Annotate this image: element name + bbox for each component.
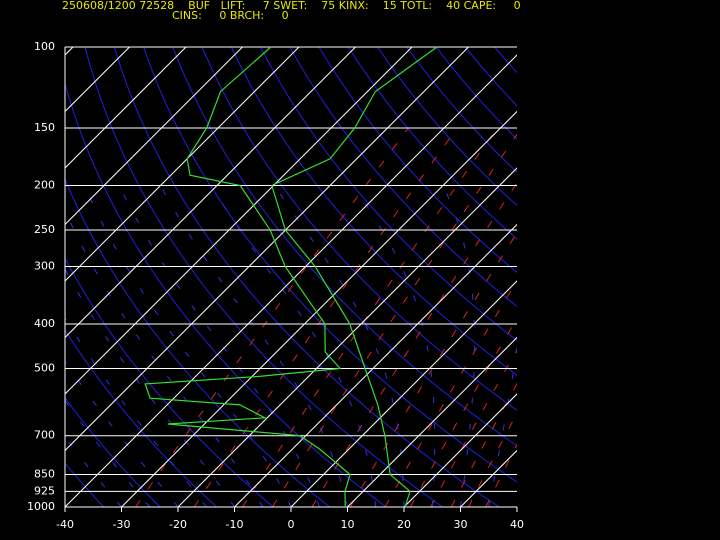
isotherm	[347, 336, 517, 507]
x-tick-label: 0	[288, 518, 295, 531]
isotherm	[65, 54, 517, 507]
y-tick-label: 300	[34, 259, 55, 272]
dry-adiabat	[65, 329, 218, 507]
y-tick-label: 925	[34, 484, 55, 497]
x-tick-label: 40	[510, 518, 524, 531]
y-tick-label: 1000	[27, 500, 55, 513]
isotherm	[65, 47, 243, 226]
moist-adiabat	[65, 267, 235, 507]
moist-adiabat	[273, 185, 405, 507]
dry-adiabat	[582, 47, 720, 507]
moist-adiabat	[65, 436, 122, 507]
moist-adiabat	[84, 185, 292, 507]
isotherm	[65, 47, 187, 169]
isotherm	[460, 449, 517, 507]
dry-adiabat	[65, 82, 387, 507]
isotherm	[65, 47, 356, 339]
isotherm	[65, 47, 413, 395]
mixing-ratio-line	[271, 133, 517, 507]
sounding-trace	[144, 46, 351, 508]
mixing-ratio-line	[349, 231, 517, 507]
isotherm	[234, 223, 517, 507]
y-tick-label: 100	[34, 40, 55, 53]
x-tick-label: 20	[397, 518, 411, 531]
y-tick-label: 250	[34, 223, 55, 236]
y-tick-label: 850	[34, 468, 55, 481]
dry-adiabat	[230, 47, 517, 376]
isotherm	[403, 393, 517, 507]
dry-adiabat	[377, 47, 517, 207]
y-tick-label: 200	[34, 178, 55, 191]
y-tick-label: 500	[34, 362, 55, 375]
mixing-ratio-line	[311, 182, 517, 507]
dry-adiabat	[289, 47, 517, 308]
dry-adiabat	[65, 396, 161, 507]
moist-adiabat	[160, 185, 348, 507]
isotherm	[121, 110, 517, 507]
background-lines	[0, 47, 720, 507]
y-tick-label: 400	[34, 317, 55, 330]
isotherm	[516, 506, 517, 507]
sounding-trace	[271, 46, 438, 508]
dry-adiabat	[260, 47, 517, 342]
isotherm	[177, 167, 517, 507]
dry-adiabat	[524, 47, 720, 507]
moist-adiabat	[65, 399, 151, 507]
dry-adiabat	[494, 47, 517, 74]
moist-adiabat	[65, 360, 179, 507]
x-tick-label: -40	[56, 518, 74, 531]
x-tick-label: 30	[454, 518, 468, 531]
dry-adiabat	[464, 47, 517, 107]
isotherm	[290, 280, 517, 507]
moist-adiabat	[118, 185, 320, 507]
x-tick-label: -10	[226, 518, 244, 531]
moist-adiabat	[516, 504, 517, 507]
dry-adiabat	[406, 47, 517, 173]
header-line: CINS: 0 BRCH: 0	[172, 9, 289, 22]
y-tick-label: 150	[34, 121, 55, 134]
isotherm	[65, 47, 300, 282]
mixing-ratio-line	[193, 127, 458, 507]
x-tick-label: -20	[169, 518, 187, 531]
mixing-ratio-line	[135, 127, 409, 507]
header-line: 250608/1200 72528 BUF LIFT: 7 SWET: 75 K…	[62, 0, 521, 12]
moist-adiabat	[65, 317, 207, 507]
dry-adiabat	[318, 47, 517, 274]
dry-adiabat	[84, 47, 443, 507]
y-tick-label: 700	[34, 429, 55, 442]
x-tick-label: -30	[113, 518, 131, 531]
moist-adiabat	[65, 208, 264, 507]
moist-adiabat	[352, 185, 436, 507]
moist-adiabat	[442, 185, 476, 507]
moist-adiabat	[488, 344, 517, 507]
isotherm	[65, 47, 469, 452]
dry-adiabat	[201, 47, 517, 411]
dry-adiabat	[553, 47, 720, 507]
dry-adiabat	[65, 177, 331, 507]
isotherm	[0, 47, 17, 507]
dry-adiabat	[435, 47, 517, 140]
mixing-ratio-line	[450, 382, 517, 507]
x-tick-label: 10	[341, 518, 355, 531]
moist-adiabat	[210, 185, 377, 507]
